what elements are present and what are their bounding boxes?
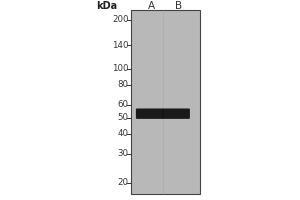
Text: kDa: kDa <box>96 1 117 11</box>
FancyBboxPatch shape <box>136 108 164 119</box>
Bar <box>130 10 200 194</box>
Text: 60: 60 <box>117 100 128 109</box>
Text: 100: 100 <box>112 64 128 73</box>
Text: 40: 40 <box>117 129 128 138</box>
Text: 30: 30 <box>117 149 128 158</box>
Text: A: A <box>148 1 155 11</box>
Text: 200: 200 <box>112 15 128 24</box>
Text: B: B <box>175 1 182 11</box>
Text: 50: 50 <box>117 113 128 122</box>
FancyBboxPatch shape <box>162 108 190 119</box>
Text: 20: 20 <box>117 178 128 187</box>
Text: 80: 80 <box>117 80 128 89</box>
Text: 140: 140 <box>112 41 128 50</box>
